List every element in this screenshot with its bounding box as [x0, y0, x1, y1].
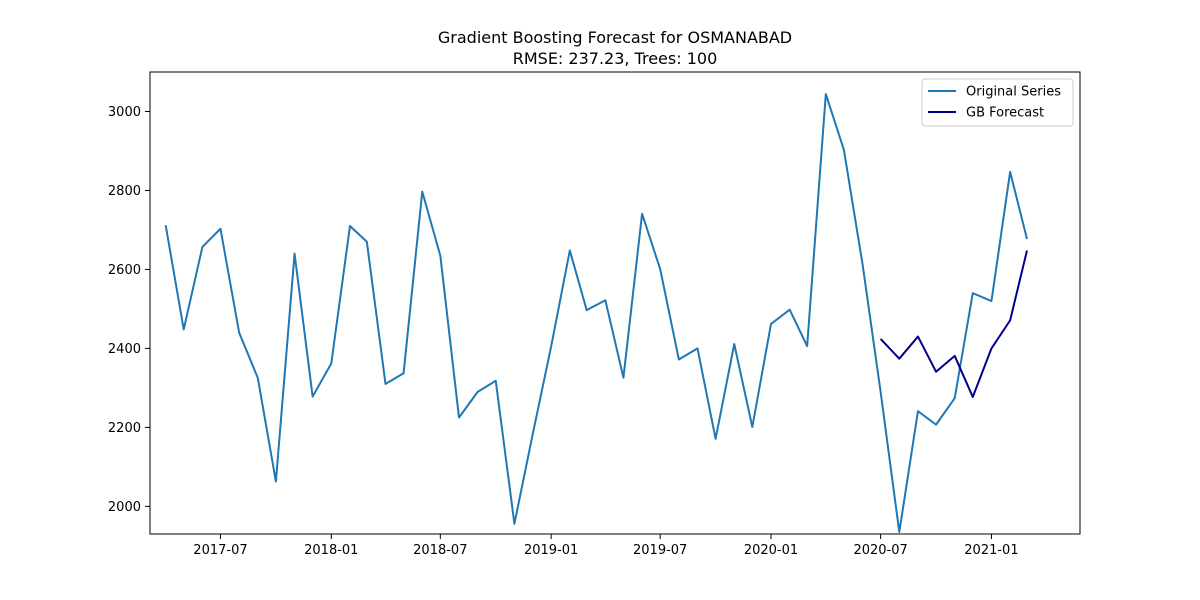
- y-tick-label: 2600: [108, 263, 141, 278]
- legend-label: GB Forecast: [966, 106, 1044, 121]
- legend: Original Series GB Forecast: [921, 78, 1074, 127]
- y-tick-label: 2200: [108, 421, 141, 436]
- plot-frame: [149, 71, 1081, 535]
- chart-title: Gradient Boosting Forecast for OSMANABAD: [438, 28, 792, 47]
- x-tick-label: 2018-07: [413, 543, 467, 558]
- y-tick-label: 2400: [108, 342, 141, 357]
- plot-area: 2017-07 2018-01 2018-07 2019-01 2019-07 2020-…: [108, 71, 1081, 558]
- y-tick-label: 2800: [108, 184, 141, 199]
- x-tick-label: 2019-01: [524, 543, 578, 558]
- legend-label: Original Series: [966, 85, 1061, 100]
- x-tick-label: 2017-07: [193, 543, 247, 558]
- series-line-2: [879, 250, 1028, 398]
- series-line-1: [164, 93, 1028, 534]
- x-tick-label: 2020-01: [744, 543, 798, 558]
- chart-subtitle: RMSE: 237.23, Trees: 100: [513, 49, 718, 68]
- x-tick-label: 2019-07: [633, 543, 687, 558]
- y-tick-label: 2000: [108, 500, 141, 515]
- x-tick-label: 2021-01: [964, 543, 1018, 558]
- x-tick-label: 2018-01: [304, 543, 358, 558]
- y-tick-label: 3000: [108, 105, 141, 120]
- legend-box: [921, 78, 1074, 127]
- x-tick-label: 2020-07: [853, 543, 907, 558]
